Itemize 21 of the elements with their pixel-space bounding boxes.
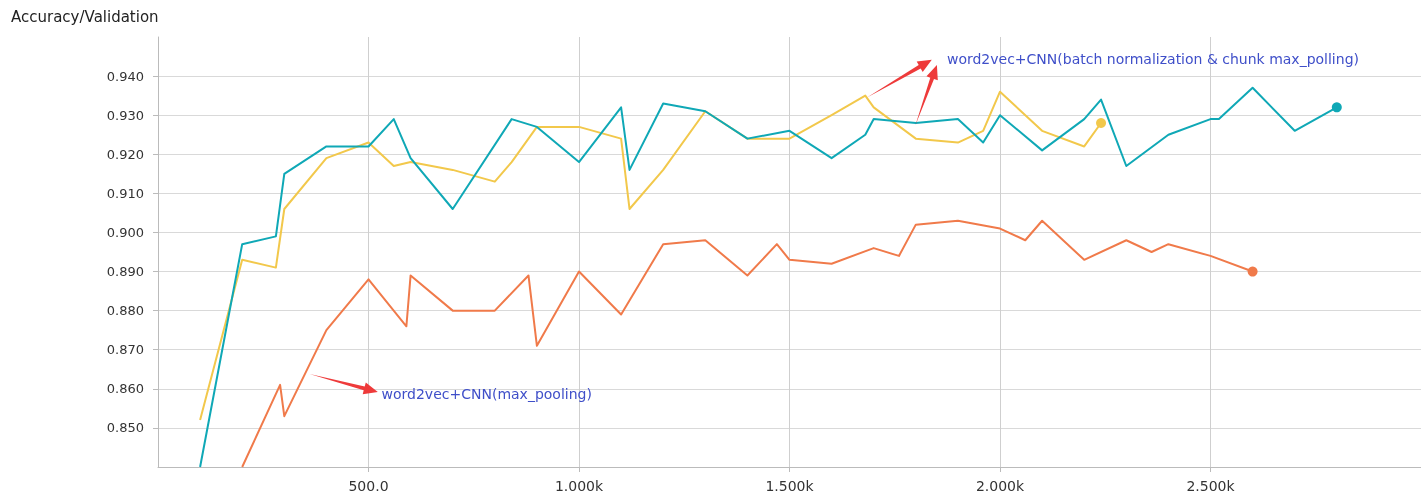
y-tick-label: 0.860: [106, 381, 144, 397]
y-tick-label: 0.900: [106, 224, 144, 240]
x-tick-label: 2.000k: [975, 478, 1025, 494]
y-tick-label: 0.850: [106, 420, 144, 436]
y-tick-label: 0.930: [106, 107, 144, 123]
x-tick-label: 2.500k: [1186, 478, 1236, 494]
y-tick-label: 0.910: [106, 185, 144, 201]
x-tick-label: 1.500k: [765, 478, 815, 494]
annotation: word2vec+CNN(batch normalization & chunk max_polling): [946, 51, 1359, 68]
y-tick-label: 0.870: [106, 342, 144, 358]
chart-title: Accuracy/Validation: [11, 7, 159, 26]
y-tick-label: 0.920: [106, 146, 144, 162]
annotation: word2vec+CNN(max_pooling): [381, 385, 592, 402]
point: [1331, 102, 1342, 113]
y-tick-label: 0.880: [106, 303, 144, 319]
y-tick-label: 0.940: [106, 68, 144, 84]
point: [1247, 266, 1258, 277]
point: [1096, 118, 1107, 128]
x-tick-label: 500.0: [348, 478, 389, 494]
x-tick-label: 1.000k: [554, 478, 604, 494]
y-tick-label: 0.890: [106, 264, 144, 280]
